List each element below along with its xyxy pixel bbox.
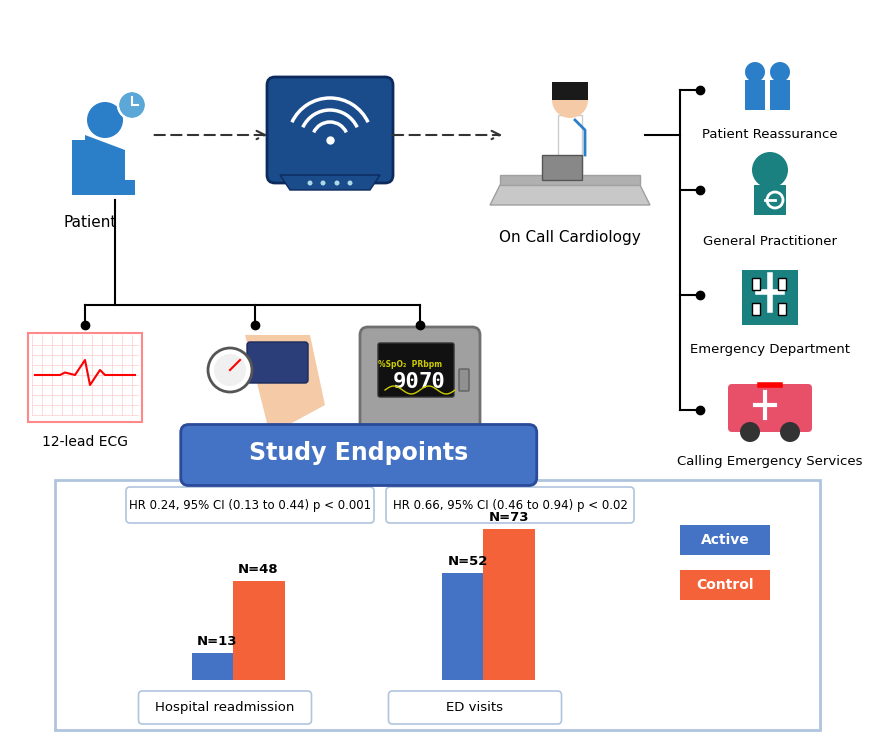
FancyBboxPatch shape xyxy=(181,424,536,485)
Circle shape xyxy=(118,91,146,119)
FancyBboxPatch shape xyxy=(778,278,786,290)
Polygon shape xyxy=(442,573,493,680)
FancyBboxPatch shape xyxy=(388,691,562,724)
Text: ED visits: ED visits xyxy=(446,701,503,714)
Circle shape xyxy=(214,354,246,386)
Circle shape xyxy=(745,62,765,82)
Circle shape xyxy=(347,181,353,185)
Polygon shape xyxy=(233,581,284,680)
FancyBboxPatch shape xyxy=(247,342,308,383)
Text: Pulse Oximeter: Pulse Oximeter xyxy=(368,445,473,459)
Polygon shape xyxy=(500,175,640,185)
Polygon shape xyxy=(745,80,765,110)
Circle shape xyxy=(320,181,326,185)
Polygon shape xyxy=(754,185,786,215)
FancyBboxPatch shape xyxy=(752,303,760,315)
Text: N=48: N=48 xyxy=(238,563,279,576)
Polygon shape xyxy=(558,115,582,180)
FancyBboxPatch shape xyxy=(378,343,454,397)
Text: 90: 90 xyxy=(393,372,419,392)
Circle shape xyxy=(752,152,788,188)
Polygon shape xyxy=(192,653,243,680)
Circle shape xyxy=(740,422,760,442)
FancyBboxPatch shape xyxy=(267,77,393,183)
Polygon shape xyxy=(482,530,535,680)
Circle shape xyxy=(334,181,340,185)
Text: 12-lead ECG: 12-lead ECG xyxy=(42,435,128,449)
Polygon shape xyxy=(490,185,650,205)
Text: Hospital readmission: Hospital readmission xyxy=(156,701,295,714)
Text: General Practitioner: General Practitioner xyxy=(703,235,837,248)
Polygon shape xyxy=(85,135,125,180)
Text: Blood Pressure
Monitor: Blood Pressure Monitor xyxy=(214,460,317,490)
Circle shape xyxy=(780,422,800,442)
Text: Emergency Department: Emergency Department xyxy=(690,343,850,356)
Circle shape xyxy=(552,82,588,118)
Text: Calling Emergency Services: Calling Emergency Services xyxy=(677,455,863,468)
FancyBboxPatch shape xyxy=(728,384,812,432)
FancyBboxPatch shape xyxy=(542,155,582,180)
Polygon shape xyxy=(110,180,135,195)
Text: On Call Cardiology: On Call Cardiology xyxy=(499,230,640,245)
Text: Study Endpoints: Study Endpoints xyxy=(249,441,468,465)
Text: Patient Reassurance: Patient Reassurance xyxy=(703,128,838,141)
Text: HR 0.66, 95% CI (0.46 to 0.94) p < 0.02: HR 0.66, 95% CI (0.46 to 0.94) p < 0.02 xyxy=(393,499,627,512)
FancyBboxPatch shape xyxy=(28,333,142,422)
Polygon shape xyxy=(280,175,380,190)
Text: N=73: N=73 xyxy=(488,512,528,524)
Text: %SpO₂  PRbpm: %SpO₂ PRbpm xyxy=(378,360,442,369)
FancyBboxPatch shape xyxy=(459,369,469,391)
Text: 70: 70 xyxy=(418,372,445,392)
FancyBboxPatch shape xyxy=(742,270,798,325)
FancyBboxPatch shape xyxy=(680,570,770,600)
Polygon shape xyxy=(770,80,790,110)
Circle shape xyxy=(87,102,123,138)
FancyBboxPatch shape xyxy=(778,303,786,315)
Circle shape xyxy=(208,348,252,392)
Polygon shape xyxy=(245,335,325,435)
Polygon shape xyxy=(72,140,85,195)
FancyBboxPatch shape xyxy=(386,487,634,523)
Text: Active: Active xyxy=(701,533,749,547)
Text: Patient: Patient xyxy=(63,215,116,230)
FancyBboxPatch shape xyxy=(126,487,374,523)
Circle shape xyxy=(307,181,312,185)
FancyBboxPatch shape xyxy=(752,278,760,290)
Circle shape xyxy=(770,62,790,82)
FancyBboxPatch shape xyxy=(680,525,770,555)
FancyBboxPatch shape xyxy=(55,480,820,730)
FancyBboxPatch shape xyxy=(138,691,312,724)
FancyBboxPatch shape xyxy=(360,327,480,433)
Text: Control: Control xyxy=(696,578,753,592)
Text: N=13: N=13 xyxy=(197,635,238,648)
Polygon shape xyxy=(552,82,588,100)
Text: HR 0.24, 95% CI (0.13 to 0.44) p < 0.001: HR 0.24, 95% CI (0.13 to 0.44) p < 0.001 xyxy=(129,499,371,512)
Polygon shape xyxy=(72,180,135,195)
Text: N=52: N=52 xyxy=(447,555,487,568)
